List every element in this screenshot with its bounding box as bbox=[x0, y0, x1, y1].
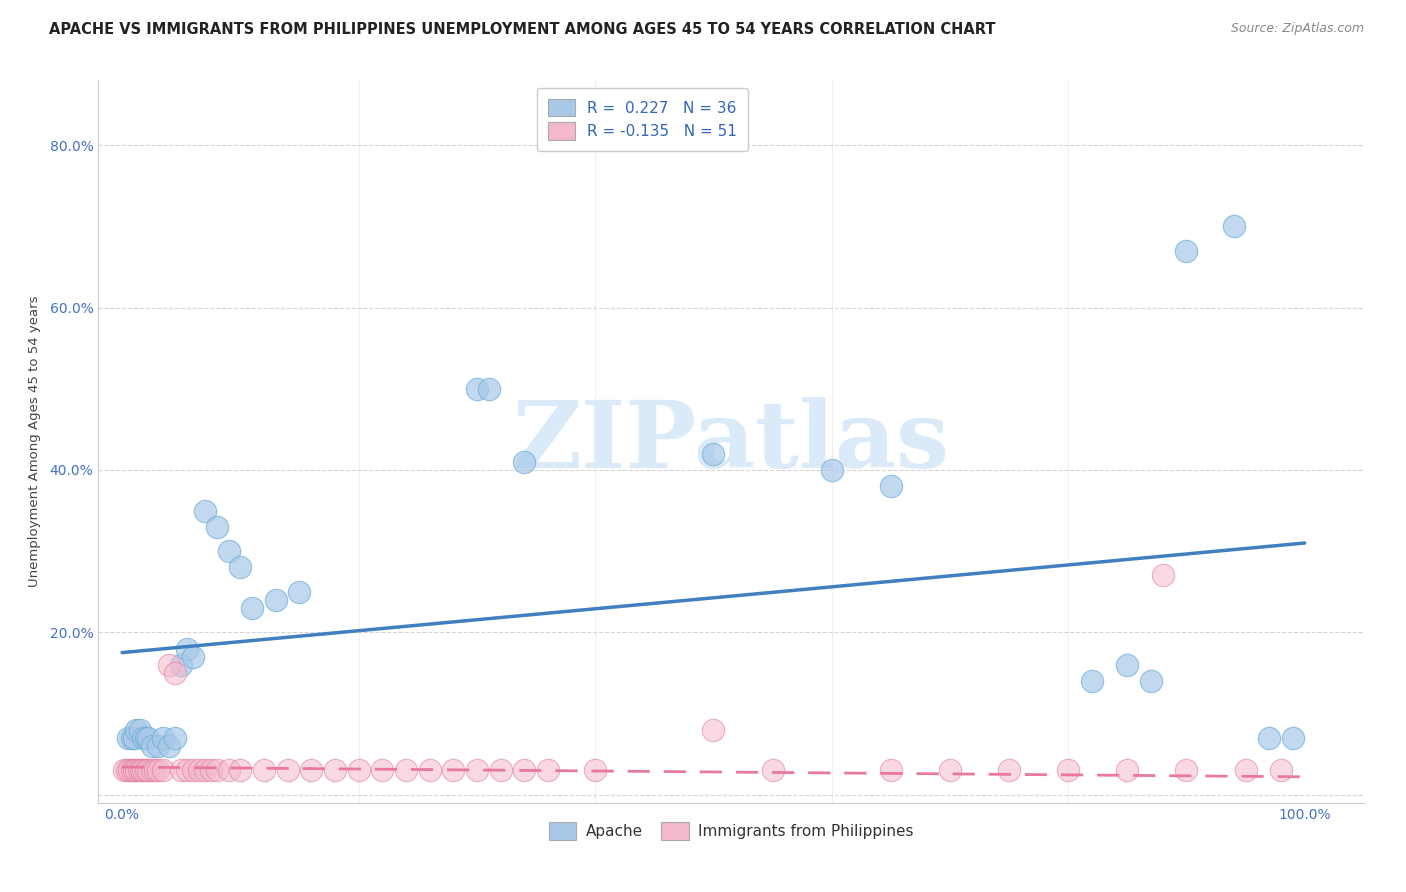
Point bbox=[253, 764, 276, 778]
Point bbox=[128, 723, 150, 737]
Point bbox=[323, 764, 346, 778]
Point bbox=[441, 764, 464, 778]
Point bbox=[165, 665, 187, 680]
Point bbox=[128, 764, 150, 778]
Point bbox=[117, 731, 139, 745]
Point bbox=[761, 764, 783, 778]
Point bbox=[194, 503, 217, 517]
Point bbox=[136, 731, 159, 745]
Point bbox=[141, 739, 163, 753]
Point bbox=[288, 584, 311, 599]
Point bbox=[121, 731, 143, 745]
Text: ZIPatlas: ZIPatlas bbox=[513, 397, 949, 486]
Point bbox=[143, 764, 166, 778]
Point bbox=[513, 764, 536, 778]
Point bbox=[1081, 673, 1104, 688]
Point bbox=[157, 657, 180, 672]
Point bbox=[157, 739, 180, 753]
Point bbox=[1175, 764, 1198, 778]
Point bbox=[136, 764, 159, 778]
Point bbox=[702, 447, 724, 461]
Point bbox=[395, 764, 418, 778]
Point bbox=[1258, 731, 1281, 745]
Text: Source: ZipAtlas.com: Source: ZipAtlas.com bbox=[1230, 22, 1364, 36]
Point bbox=[1282, 731, 1305, 745]
Point bbox=[141, 764, 163, 778]
Point bbox=[583, 764, 606, 778]
Point bbox=[419, 764, 441, 778]
Point bbox=[132, 731, 155, 745]
Point bbox=[1234, 764, 1257, 778]
Point bbox=[880, 479, 903, 493]
Point bbox=[218, 764, 240, 778]
Point bbox=[132, 764, 155, 778]
Point bbox=[122, 764, 145, 778]
Point bbox=[118, 764, 141, 778]
Point bbox=[820, 463, 842, 477]
Point bbox=[1116, 657, 1139, 672]
Point bbox=[165, 731, 187, 745]
Point bbox=[114, 764, 136, 778]
Point bbox=[135, 731, 157, 745]
Point bbox=[229, 764, 252, 778]
Point bbox=[1057, 764, 1080, 778]
Text: APACHE VS IMMIGRANTS FROM PHILIPPINES UNEMPLOYMENT AMONG AGES 45 TO 54 YEARS COR: APACHE VS IMMIGRANTS FROM PHILIPPINES UN… bbox=[49, 22, 995, 37]
Point bbox=[125, 764, 148, 778]
Point bbox=[478, 382, 501, 396]
Point bbox=[702, 723, 724, 737]
Point bbox=[299, 764, 322, 778]
Point bbox=[135, 764, 157, 778]
Point bbox=[1140, 673, 1163, 688]
Point bbox=[205, 764, 228, 778]
Point bbox=[152, 731, 174, 745]
Point bbox=[465, 382, 488, 396]
Point bbox=[200, 764, 222, 778]
Point bbox=[115, 764, 138, 778]
Point bbox=[347, 764, 370, 778]
Point bbox=[1270, 764, 1292, 778]
Point bbox=[194, 764, 217, 778]
Point bbox=[121, 764, 143, 778]
Point bbox=[218, 544, 240, 558]
Point bbox=[1222, 219, 1244, 234]
Point bbox=[1116, 764, 1139, 778]
Point bbox=[998, 764, 1021, 778]
Point bbox=[176, 764, 198, 778]
Point bbox=[170, 657, 193, 672]
Point bbox=[181, 764, 204, 778]
Point bbox=[513, 455, 536, 469]
Point bbox=[170, 764, 193, 778]
Point bbox=[152, 764, 174, 778]
Point bbox=[1175, 244, 1198, 258]
Y-axis label: Unemployment Among Ages 45 to 54 years: Unemployment Among Ages 45 to 54 years bbox=[28, 296, 41, 587]
Point bbox=[205, 520, 228, 534]
Point bbox=[122, 731, 145, 745]
Point bbox=[465, 764, 488, 778]
Point bbox=[489, 764, 512, 778]
Point bbox=[880, 764, 903, 778]
Point bbox=[129, 764, 152, 778]
Legend: Apache, Immigrants from Philippines: Apache, Immigrants from Philippines bbox=[543, 816, 920, 846]
Point bbox=[176, 641, 198, 656]
Point bbox=[181, 649, 204, 664]
Point bbox=[146, 739, 169, 753]
Point bbox=[187, 764, 209, 778]
Point bbox=[264, 592, 287, 607]
Point bbox=[939, 764, 962, 778]
Point bbox=[1152, 568, 1174, 582]
Point bbox=[371, 764, 394, 778]
Point bbox=[537, 764, 560, 778]
Point bbox=[240, 601, 263, 615]
Point bbox=[146, 764, 169, 778]
Point bbox=[277, 764, 299, 778]
Point bbox=[125, 723, 148, 737]
Point bbox=[229, 560, 252, 574]
